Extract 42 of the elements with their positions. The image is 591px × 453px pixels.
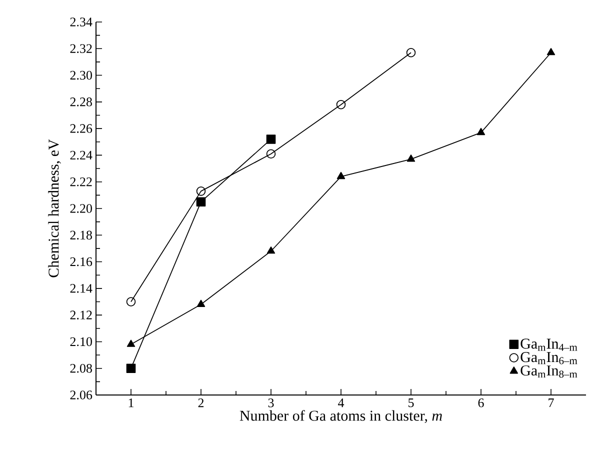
y-tick-label: 2.14	[70, 284, 92, 293]
y-tick-label: 2.34	[70, 18, 92, 26]
legend-label: Ga$_{m}$In$_{8–m}$	[520, 365, 578, 378]
legend-label: Ga$_{m}$In$_{4–m}$	[520, 338, 578, 351]
y-tick-label: 2.30	[70, 70, 92, 80]
x-tick-label: 3	[268, 398, 274, 408]
y-tick-label: 2.08	[70, 364, 92, 373]
point	[476, 128, 486, 136]
point	[196, 186, 206, 196]
y-tick-label: 2.26	[70, 124, 92, 133]
y-tick-label: 2.18	[70, 230, 92, 240]
y-axis-title: Chemical hardness, eV	[48, 139, 61, 278]
point	[266, 149, 276, 159]
x-tick-label: 2	[198, 398, 204, 408]
point	[336, 100, 346, 110]
y-tick-label: 2.12	[70, 310, 92, 320]
x-tick-label: 7	[548, 398, 554, 408]
point	[126, 297, 136, 306]
x-tick-label: 6	[478, 398, 484, 408]
point	[126, 340, 136, 347]
point	[406, 48, 416, 58]
point	[336, 172, 346, 180]
y-tick-label: 2.20	[70, 204, 92, 213]
point	[266, 134, 276, 144]
point	[196, 300, 206, 307]
x-axis-title: Number of Ga atoms in cluster, m	[240, 410, 442, 423]
y-tick-label: 2.28	[70, 98, 92, 106]
y-tick-label: 2.10	[70, 337, 92, 346]
x-tick-label: 1	[128, 398, 134, 408]
y-tick-label: 2.32	[70, 44, 92, 54]
point	[266, 246, 276, 254]
legend-label: Ga$_{m}$In$_{6–m}$	[520, 352, 578, 364]
y-tick-label: 2.16	[70, 257, 92, 266]
x-tick-label: 4	[338, 398, 344, 408]
x-tick-label: 5	[408, 398, 414, 408]
y-tick-label: 2.22	[70, 177, 92, 186]
point	[546, 48, 556, 56]
point	[126, 364, 136, 374]
y-tick-label: 2.24	[70, 150, 92, 160]
y-tick-label: 2.06	[70, 390, 92, 400]
point	[196, 197, 206, 206]
point	[406, 154, 416, 162]
